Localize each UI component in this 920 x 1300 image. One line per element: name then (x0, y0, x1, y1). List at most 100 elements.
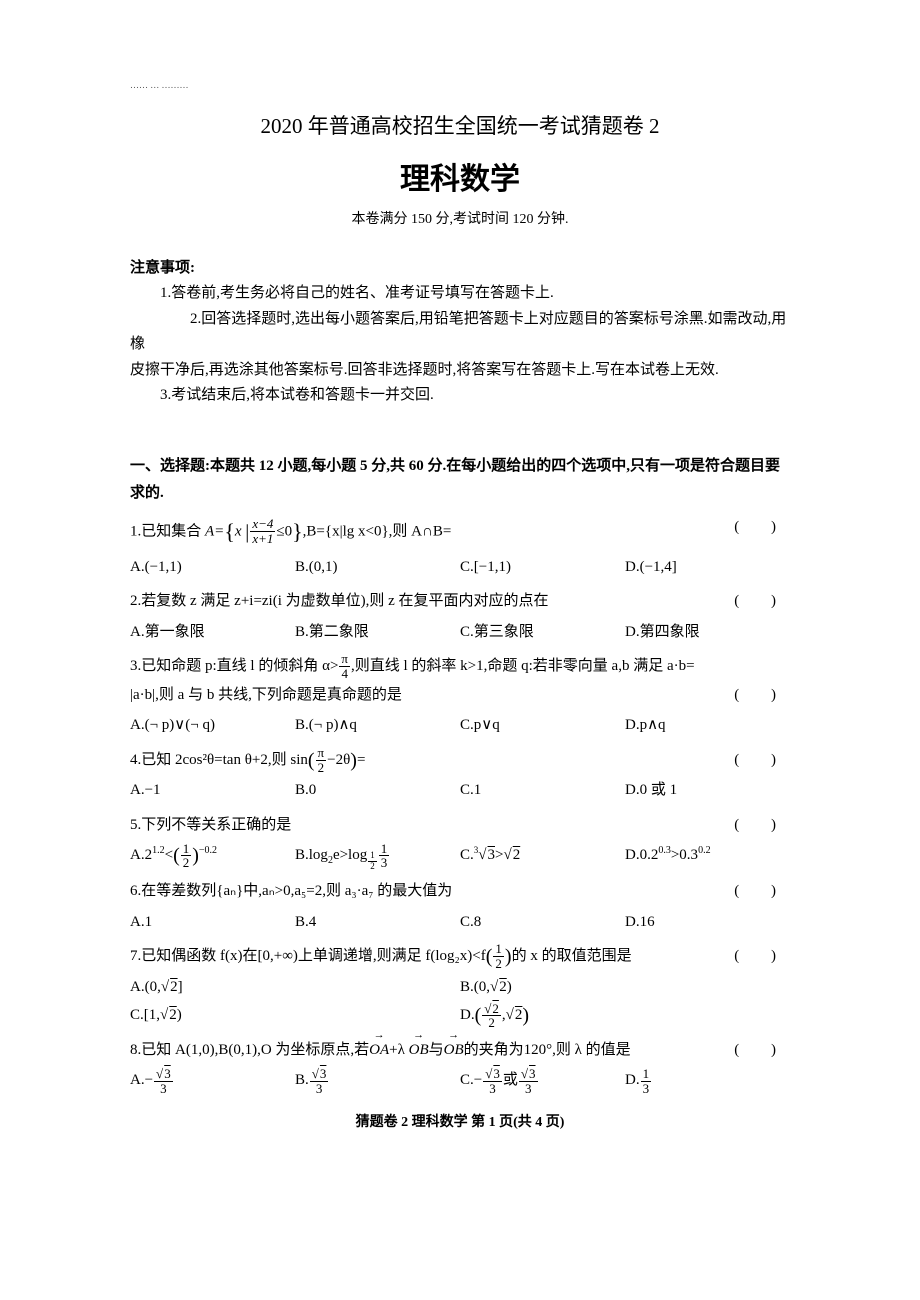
text: 2 (493, 957, 504, 971)
text: D.0.2 (625, 847, 658, 863)
q8-optA: A.−√33 (130, 1066, 295, 1095)
answer-paren: ( ) (734, 513, 790, 542)
text: +λ (389, 1042, 405, 1058)
text: C.− (460, 1072, 482, 1088)
q2-optA: A.第一象限 (130, 618, 295, 647)
q8-options: A.−√33 B.√33 C.−√33或√33 D.13 (130, 1066, 790, 1095)
text: |a·b|,则 a 与 b 共线,下列命题是真命题的是 (130, 687, 402, 703)
text: 2 (368, 862, 377, 871)
text: x+1 (250, 532, 275, 546)
q5-optC: C.3√3>√2 (460, 841, 625, 871)
text: 3 (483, 1082, 502, 1096)
text: 8.已知 A(1,0),B(0,1),O 为坐标原点,若 (130, 1042, 369, 1058)
text: 1 (379, 842, 390, 857)
q2-optD: D.第四象限 (625, 618, 790, 647)
q3-optB: B.(¬ p)∧q (295, 711, 460, 740)
text: ≤0 (276, 523, 292, 539)
q3-optC: C.p∨q (460, 711, 625, 740)
notice-body: 1.答卷前,考生务必将自己的姓名、准考证号填写在答题卡上. 2.回答选择题时,选… (130, 281, 790, 409)
text: 的 x 的取值范围是 (512, 948, 632, 964)
question-3: 3.已知命题 p:直线 l 的倾斜角 α>π4,则直线 l 的斜率 k>1,命题… (130, 652, 790, 740)
text: A.− (130, 1072, 153, 1088)
text: e>log (333, 847, 367, 863)
answer-paren: ( ) (734, 587, 790, 616)
q3-stem-line2: |a·b|,则 a 与 b 共线,下列命题是真命题的是 ( ) (130, 681, 790, 710)
text: 3.已知命题 p:直线 l 的倾斜角 α> (130, 658, 338, 674)
text: −0.2 (199, 845, 217, 856)
vector-icon: OA (369, 1036, 389, 1065)
q3-options: A.(¬ p)∨(¬ q) B.(¬ p)∧q C.p∨q D.p∧q (130, 711, 790, 740)
q7-optA: A.(0,√2] (130, 973, 460, 1002)
text: π (316, 746, 327, 761)
q6-optB: B.4 (295, 908, 460, 937)
exam-title-line1: 2020 年普通高校招生全国统一考试猜题卷 2 (130, 110, 790, 140)
q6-optA: A.1 (130, 908, 295, 937)
text: 2 (181, 856, 192, 870)
question-1: 1.已知集合 A={x |x−4x+1≤0},B={x|lg x<0},则 A∩… (130, 513, 790, 582)
q5-options: A.21.2<(12)−0.2 B.log2e>log1213 C.3√3>√2… (130, 841, 790, 871)
q2-optB: B.第二象限 (295, 618, 460, 647)
q5-optB: B.log2e>log1213 (295, 841, 460, 871)
q4-options: A.−1 B.0 C.1 D.0 或 1 (130, 776, 790, 805)
question-8: 8.已知 A(1,0),B(0,1),O 为坐标原点,若OA+λ OB与OB的夹… (130, 1036, 790, 1095)
text: x−4 (250, 517, 275, 532)
text: 1.已知集合 (130, 523, 205, 539)
text: 0.2 (698, 845, 711, 856)
q4-optD: D.0 或 1 (625, 776, 790, 805)
q8-optD: D.13 (625, 1066, 790, 1095)
text: 与 (429, 1042, 444, 1058)
exam-title-line2: 理科数学 (130, 154, 790, 198)
question-2: 2.若复数 z 满足 z+i=zi(i 为虚数单位),则 z 在复平面内对应的点… (130, 587, 790, 646)
notice-item-3: 3.考试结束后,将本试卷和答题卡一并交回. (130, 383, 790, 409)
text: ) (507, 979, 512, 995)
q1-optA: A.(−1,1) (130, 553, 295, 582)
q5-optA: A.21.2<(12)−0.2 (130, 841, 295, 871)
text: ,B={x|lg x<0},则 A∩B= (303, 523, 452, 539)
exam-info: 本卷满分 150 分,考试时间 120 分钟. (130, 208, 790, 228)
q5-stem: 5.下列不等关系正确的是 ( ) (130, 811, 790, 840)
text: 2 (316, 761, 327, 775)
text: B.log (295, 847, 328, 863)
text: 3 (154, 1082, 173, 1096)
text: C. (460, 847, 474, 863)
text: 4.已知 2cos²θ=tan θ+2,则 sin (130, 752, 308, 768)
text: D. (460, 1007, 475, 1023)
answer-paren: ( ) (734, 1036, 790, 1065)
notice-title: 注意事项: (130, 256, 790, 277)
notice-item-2-cont: 皮擦干净后,再选涂其他答案标号.回答非选择题时,将答案写在答题卡上.写在本试卷上… (130, 358, 790, 384)
question-6: 6.在等差数列{aₙ}中,aₙ>0,a₅=2,则 a₃·a₇ 的最大值为 ( )… (130, 877, 790, 936)
page-footer: 猜题卷 2 理科数学 第 1 页(共 4 页) (130, 1111, 790, 1131)
text: 7.已知偶函数 f(x)在[0,+∞)上单调递增,则满足 f(log₂x)<f (130, 948, 486, 964)
answer-paren: ( ) (734, 877, 790, 906)
q3-stem: 3.已知命题 p:直线 l 的倾斜角 α>π4,则直线 l 的斜率 k>1,命题… (130, 652, 790, 681)
text: D. (625, 1072, 640, 1088)
text: C.[1, (130, 1007, 160, 1023)
text: = (357, 752, 365, 768)
text: 1 (181, 842, 192, 857)
text: 1.2 (152, 845, 165, 856)
q6-optD: D.16 (625, 908, 790, 937)
answer-paren: ( ) (734, 681, 790, 710)
answer-paren: ( ) (734, 746, 790, 775)
text: −2θ (327, 752, 350, 768)
text: π (339, 652, 350, 667)
q1-optB: B.(0,1) (295, 553, 460, 582)
text: 2 (482, 1016, 501, 1030)
text: 3 (310, 1082, 329, 1096)
q1-options: A.(−1,1) B.(0,1) C.[−1,1) D.(−1,4] (130, 553, 790, 582)
q7-optD: D.(√22,√2) (460, 1001, 790, 1030)
text: 5.下列不等关系正确的是 (130, 817, 291, 833)
q8-stem: 8.已知 A(1,0),B(0,1),O 为坐标原点,若OA+λ OB与OB的夹… (130, 1036, 790, 1065)
q2-optC: C.第三象限 (460, 618, 625, 647)
vector-icon: OB (444, 1036, 464, 1065)
text: > (495, 847, 503, 863)
text: , (502, 1007, 506, 1023)
header-mark: …… … ……… (130, 80, 189, 90)
q7-optB: B.(0,√2) (460, 973, 790, 1002)
q5-optD: D.0.20.3>0.30.2 (625, 841, 790, 871)
answer-paren: ( ) (734, 811, 790, 840)
q6-options: A.1 B.4 C.8 D.16 (130, 908, 790, 937)
q2-options: A.第一象限 B.第二象限 C.第三象限 D.第四象限 (130, 618, 790, 647)
question-4: 4.已知 2cos²θ=tan θ+2,则 sin(π2−2θ)= ( ) A.… (130, 746, 790, 805)
text: 0.3 (658, 845, 671, 856)
